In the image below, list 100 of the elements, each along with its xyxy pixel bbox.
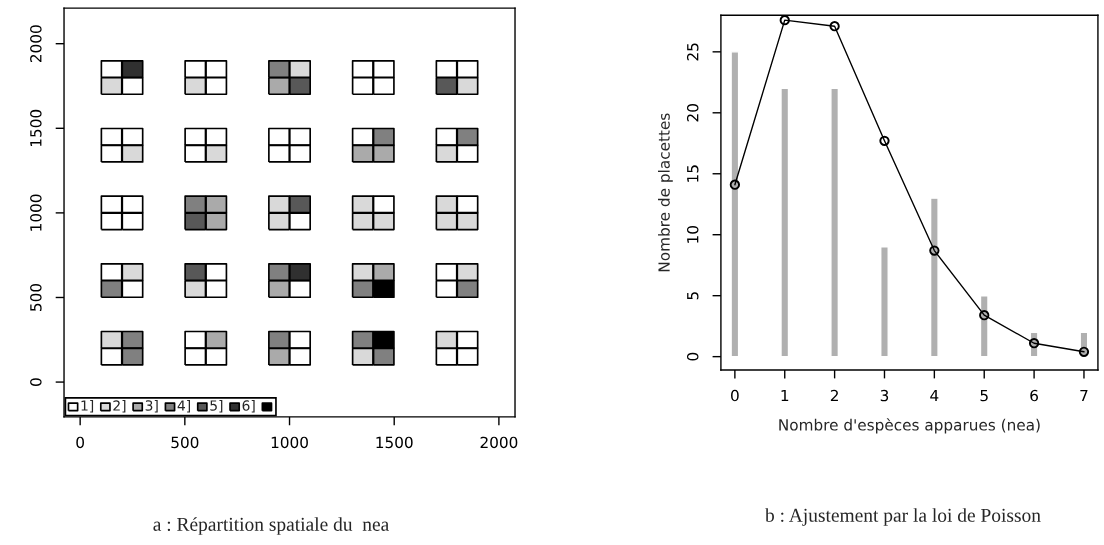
point: [979, 310, 990, 321]
point: [268, 59, 291, 79]
point: [456, 127, 479, 146]
legend-label: 3]: [145, 400, 158, 413]
point: [268, 76, 291, 96]
point: [121, 330, 144, 349]
bar: [780, 87, 790, 358]
point: [1078, 346, 1090, 357]
point: [351, 59, 374, 79]
x-tick-label: 1500: [376, 436, 413, 449]
point: [288, 59, 312, 79]
point: [456, 195, 479, 214]
point: [268, 212, 291, 231]
y-tick-label: 2000: [30, 25, 42, 63]
point: [288, 76, 312, 96]
point: [435, 195, 458, 214]
point: [372, 59, 395, 79]
x-tick-label: 500: [171, 436, 199, 449]
point: [351, 212, 374, 231]
point: [268, 263, 291, 282]
point: [879, 135, 890, 146]
point: [372, 263, 395, 282]
point: [288, 195, 312, 214]
y-axis-title: Nombre de placettes: [658, 113, 673, 272]
x-tick-label: 3: [880, 389, 889, 402]
point: [729, 179, 741, 190]
point: [184, 212, 207, 231]
bar: [929, 197, 939, 358]
legend-label: 6]: [242, 400, 255, 413]
x-tick-label: 2: [830, 389, 838, 402]
point: [205, 279, 228, 299]
x-tick-label: 0: [731, 389, 739, 402]
point: [268, 144, 291, 163]
point: [779, 15, 790, 26]
point: [372, 347, 395, 366]
point: [121, 263, 144, 282]
point: [435, 144, 458, 163]
y-tick-label: 10: [686, 226, 699, 243]
point: [372, 127, 395, 146]
legend-label: 5]: [210, 400, 223, 413]
point: [268, 127, 291, 146]
point: [351, 144, 374, 163]
point: [456, 263, 479, 282]
point: [205, 330, 228, 349]
point: [351, 279, 374, 299]
y-tick-label: 1500: [30, 109, 42, 147]
y-tick-label: 0: [686, 352, 699, 361]
point: [100, 144, 123, 163]
point: [288, 279, 312, 299]
bar: [830, 87, 840, 358]
point: [268, 195, 291, 214]
point: [184, 144, 207, 163]
point: [288, 330, 312, 349]
point: [456, 212, 479, 231]
point: [351, 263, 374, 282]
point: [100, 76, 123, 96]
point: [288, 263, 312, 282]
point: [372, 330, 395, 349]
y-tick-label: 20: [686, 104, 699, 122]
point: [351, 330, 374, 349]
point: [268, 330, 291, 349]
y-tick-label: 500: [30, 283, 42, 311]
point: [456, 59, 479, 79]
x-tick-label: 1000: [271, 436, 308, 449]
point: [184, 59, 207, 79]
legend-label: 2]: [113, 400, 126, 413]
point: [100, 279, 123, 299]
point: [121, 127, 144, 146]
point: [121, 279, 144, 299]
point: [372, 195, 395, 214]
y-tick-label: 5: [687, 292, 699, 300]
point: [288, 144, 312, 163]
point: [121, 212, 144, 231]
x-tick-label: 7: [1080, 389, 1088, 402]
x-tick-label: 6: [1030, 389, 1038, 402]
point: [829, 21, 840, 32]
point: [184, 263, 207, 282]
point: [121, 195, 144, 214]
point: [456, 279, 479, 299]
point: [435, 279, 458, 299]
point: [205, 263, 228, 282]
point: [372, 76, 395, 96]
point: [435, 212, 458, 231]
point: [929, 245, 940, 256]
point: [456, 330, 479, 349]
point: [121, 59, 144, 79]
point: [184, 127, 207, 146]
legend-label: 4]: [177, 400, 190, 413]
bar: [880, 246, 889, 358]
point: [288, 347, 312, 366]
point: [121, 76, 144, 96]
point: [184, 76, 207, 96]
point: [205, 127, 228, 146]
point: [456, 144, 479, 163]
point: [205, 195, 228, 214]
y-tick-label: 1000: [30, 194, 42, 231]
point: [184, 195, 207, 214]
point: [100, 330, 123, 349]
x-tick-label: 5: [980, 389, 988, 402]
point: [456, 347, 479, 366]
